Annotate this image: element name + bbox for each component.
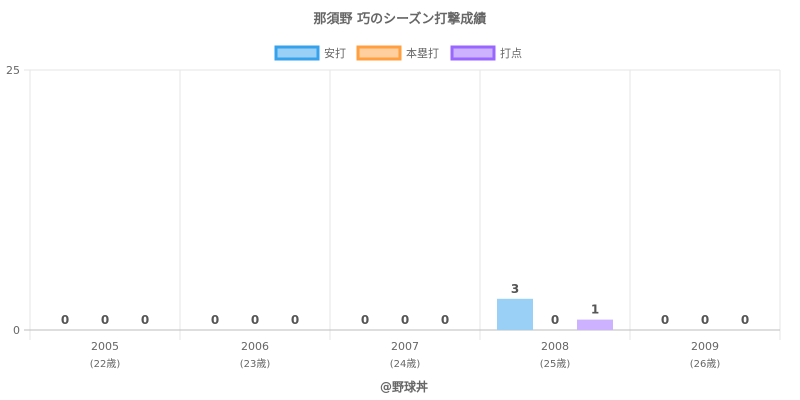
chart-footer: @野球丼 (380, 379, 428, 394)
legend-swatch (356, 45, 402, 61)
data-label: 0 (251, 313, 259, 327)
x-tick-sublabel: (23歳) (240, 358, 271, 370)
data-label: 0 (101, 313, 109, 327)
x-tick-label: 2005 (91, 340, 119, 353)
data-label: 0 (701, 313, 709, 327)
x-tick-sublabel: (24歳) (390, 358, 421, 370)
x-tick-label: 2008 (541, 340, 569, 353)
data-label: 0 (291, 313, 299, 327)
legend-swatch (450, 45, 496, 61)
x-tick-label: 2009 (691, 340, 719, 353)
bar (577, 319, 613, 330)
data-label: 0 (61, 313, 69, 327)
legend-swatch (274, 45, 320, 61)
x-tick-sublabel: (26歳) (690, 358, 721, 370)
x-tick-label: 2007 (391, 340, 419, 353)
chart-title: 那須野 巧のシーズン打撃成績 (314, 11, 487, 27)
data-label: 0 (211, 313, 219, 327)
x-tick-sublabel: (25歳) (540, 358, 571, 370)
bar (497, 298, 533, 330)
data-label: 3 (511, 282, 519, 296)
y-tick-label: 0 (13, 324, 20, 337)
chart-axes: 25 0 2005 (22歳) 2006 (23歳) 2007 (24歳) 2008 (25歳) 2… (6, 64, 780, 370)
chart-grid (24, 69, 781, 340)
legend-label: 本塁打 (406, 46, 439, 60)
data-label: 0 (551, 313, 559, 327)
legend-label: 打点 (500, 46, 522, 60)
legend-label: 安打 (324, 46, 346, 60)
x-tick-label: 2006 (241, 340, 269, 353)
chart-data-labels: 0 0 0 3 0 0 0 0 0 0 0 0 0 1 0 (61, 282, 749, 327)
data-label: 0 (661, 313, 669, 327)
y-tick-label: 25 (6, 64, 20, 77)
x-tick-sublabel: (22歳) (90, 358, 121, 370)
data-label: 0 (441, 313, 449, 327)
data-label: 0 (141, 313, 149, 327)
chart-legend: 安打 本塁打 打点 (274, 45, 522, 61)
data-label: 0 (361, 313, 369, 327)
data-label: 0 (741, 313, 749, 327)
chart-bars (497, 298, 613, 330)
data-label: 1 (591, 303, 599, 317)
data-label: 0 (401, 313, 409, 327)
